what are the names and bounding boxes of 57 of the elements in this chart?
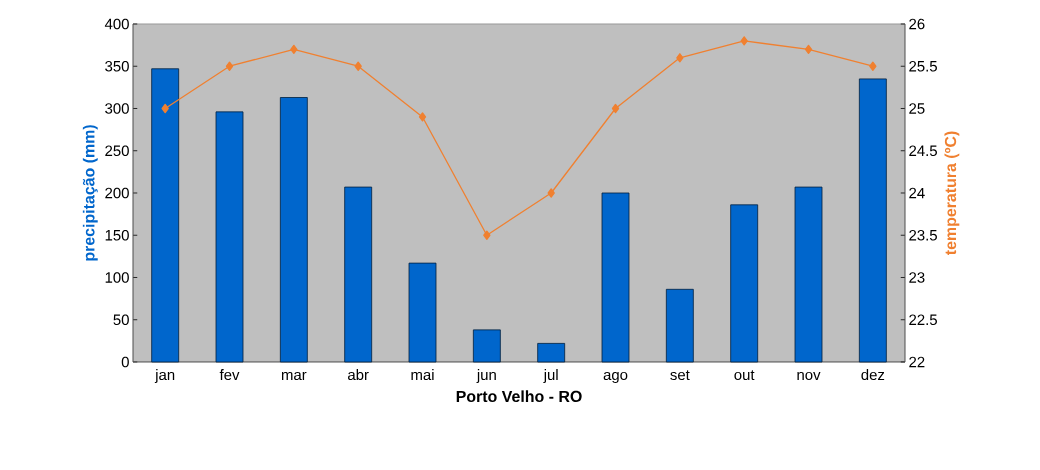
point (290, 44, 298, 54)
y-tick-label: 300 (105, 103, 129, 114)
y-tick-label: 150 (105, 229, 129, 241)
point (676, 53, 684, 63)
x-tick-label: set (670, 370, 690, 381)
point (225, 61, 234, 71)
bar (279, 97, 308, 363)
y2-axis-title: temperatura (ºC) (944, 131, 960, 256)
y-axis-title: precipitação (mm) (82, 125, 98, 261)
bar (472, 329, 501, 363)
y2-tick-label: 24.5 (909, 145, 937, 157)
bar (665, 288, 694, 363)
y-tick-label: 50 (113, 314, 129, 326)
x-tick-label: nov (797, 371, 821, 381)
point (547, 188, 555, 198)
x-tick-label: dez (861, 369, 885, 381)
x-tick-label: mar (281, 371, 307, 381)
bar (858, 78, 887, 363)
y-tick-label: 400 (104, 18, 129, 30)
y2-tick-label: 26 (909, 18, 925, 30)
x-tick-label: fev (219, 369, 240, 381)
x-tick-label: jun (476, 369, 496, 384)
x-tick-label: out (734, 370, 755, 381)
x-tick-label: abr (348, 369, 369, 381)
y2-tick-label: 22 (909, 356, 925, 368)
bar (537, 342, 566, 363)
point (869, 61, 877, 71)
bar (601, 192, 630, 363)
bar (408, 262, 437, 363)
y2-tick-label: 25 (909, 103, 925, 114)
point (418, 112, 427, 122)
bar (344, 186, 373, 363)
y-tick-label: 250 (105, 145, 129, 157)
point (483, 230, 491, 240)
bar (730, 204, 759, 363)
y-tick-label: 350 (105, 60, 129, 72)
bar (794, 186, 823, 363)
point (611, 103, 620, 114)
y2-tick-label: 25.5 (909, 60, 937, 72)
y-tick-label: 0 (121, 356, 129, 368)
y-tick-label: 200 (105, 187, 129, 199)
y-tick-label: 100 (105, 272, 129, 283)
y2-tick-label: 24 (909, 187, 925, 199)
x-tick-label: jul (543, 369, 558, 384)
point (804, 44, 813, 54)
bar (151, 68, 180, 363)
x-tick-label: mai (411, 369, 434, 381)
y2-tick-label: 23.5 (909, 229, 937, 241)
y2-tick-label: 22.5 (909, 314, 937, 326)
x-axis-title: Porto Velho - RO (456, 390, 582, 403)
x-tick-label: jan (154, 369, 175, 384)
point (354, 61, 362, 71)
y2-tick-label: 23 (909, 272, 925, 283)
x-tick-label: ago (603, 371, 628, 384)
bar (215, 111, 244, 363)
point (740, 36, 748, 46)
point (161, 103, 169, 114)
